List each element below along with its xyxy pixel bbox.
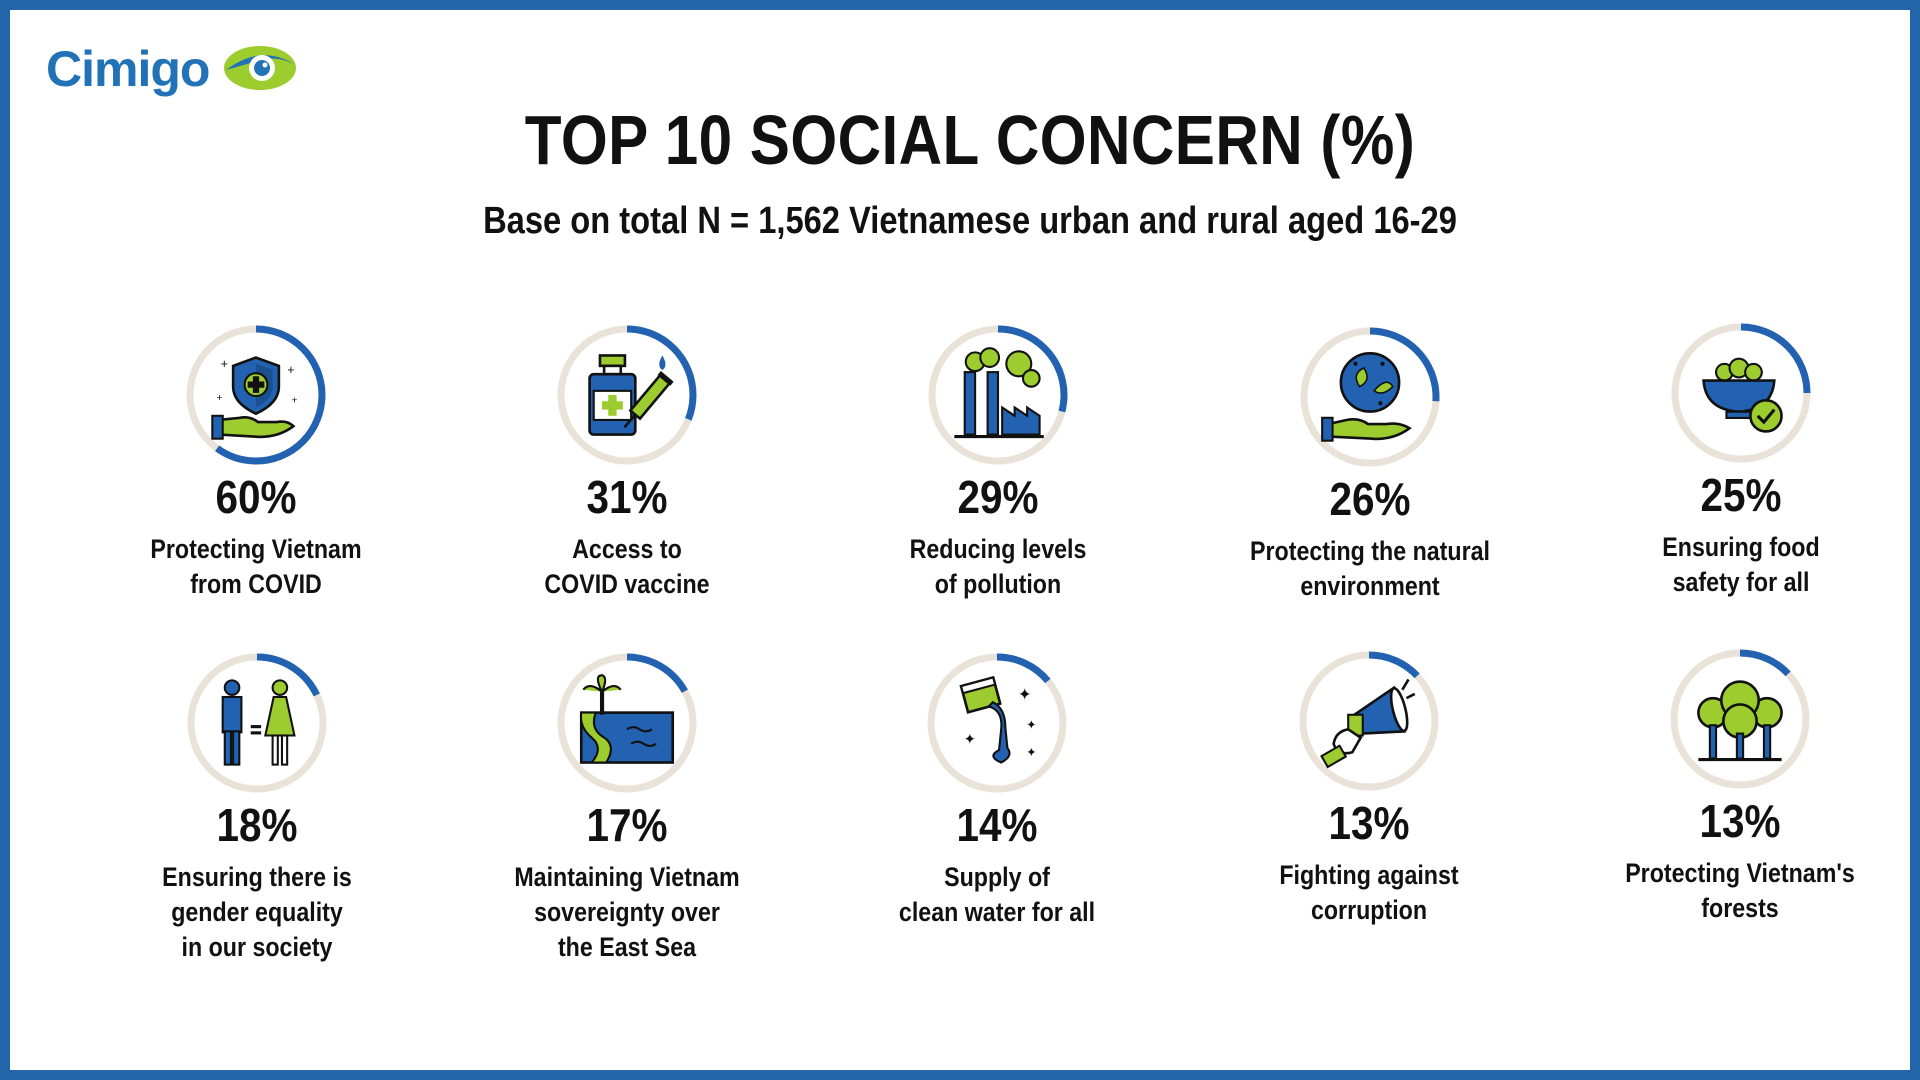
trees-icon [1697,680,1783,762]
percent-ring [927,653,1067,793]
concern-label: Reducing levels of pollution [909,534,1087,599]
svg-text:+: + [291,395,297,406]
eye-logo-icon [224,46,296,90]
island-sea-icon [579,674,675,764]
percent-value: 18% [216,799,298,851]
svg-text:✦: ✦ [1026,718,1036,732]
factory-pollution-icon [954,347,1044,439]
percent-ring [187,653,327,793]
food-bowl-icon [1702,357,1783,433]
percent-value: 31% [586,471,668,523]
concern-label: Protecting Vietnam from COVID [150,534,362,599]
concern-label: Fighting against corruption [1279,860,1459,925]
percent-ring [1299,651,1439,791]
percent-ring [1670,649,1810,789]
percent-value: 29% [957,471,1039,523]
concern-label: Ensuring food safety for all [1662,532,1820,597]
percent-value: 13% [1328,797,1410,849]
vaccine-icon [588,354,674,436]
concern-label: Maintaining Vietnam sovereignty over the… [514,862,740,962]
concern-label: Access to COVID vaccine [544,534,710,599]
concern-label: Protecting Vietnam's forests [1625,858,1855,923]
percent-value: 25% [1700,469,1782,521]
percent-ring [557,653,697,793]
percent-value: 26% [1329,473,1411,525]
gender-equality-icon [221,679,296,766]
clean-water-icon: ✦ ✦ ✦ ✦ [959,675,1037,764]
percent-value: 14% [956,799,1038,851]
percent-ring [557,325,697,465]
percent-ring [1671,323,1811,463]
svg-text:✦: ✦ [1026,745,1036,759]
concern-label: Protecting the natural environment [1250,536,1490,601]
cimigo-logo: Cimigo [46,36,306,102]
earth-hand-icon [1321,352,1412,442]
svg-text:✦: ✦ [1018,685,1032,704]
shield-hand-icon: + + + + [211,356,297,440]
percent-value: 17% [586,799,668,851]
svg-text:+: + [216,393,222,404]
chart-subtitle: Base on total N = 1,562 Vietnamese urban… [483,200,1457,242]
svg-text:+: + [221,357,228,371]
percent-value: 13% [1699,795,1781,847]
megaphone-fist-icon [1320,678,1416,769]
percent-value: 60% [215,471,297,523]
concern-label: Ensuring there is gender equality in our… [162,862,352,962]
percent-ring [928,325,1068,465]
concern-label: Supply of clean water for all [898,862,1096,927]
percent-ring [186,325,326,465]
percent-ring [1300,327,1440,467]
svg-text:+: + [287,363,294,377]
chart-title: TOP 10 SOCIAL CONCERN (%) [524,101,1416,179]
brand-name: Cimigo [46,41,210,97]
svg-text:✦: ✦ [964,732,976,748]
